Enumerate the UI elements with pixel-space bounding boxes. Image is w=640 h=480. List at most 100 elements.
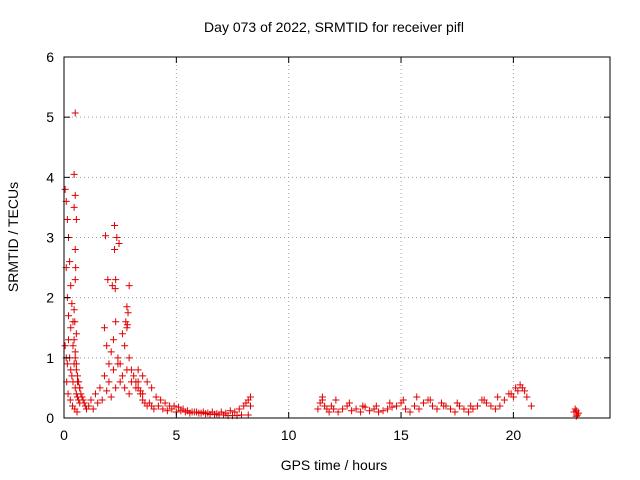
data-point (496, 402, 504, 410)
data-point (71, 348, 79, 356)
data-point (231, 408, 239, 416)
data-point (72, 215, 80, 223)
data-point (105, 378, 113, 386)
data-point (113, 234, 121, 241)
data-point (73, 378, 81, 386)
x-tick-label: 0 (60, 427, 68, 443)
data-point (193, 408, 201, 416)
axis-ticks: 0 1 2 3 4 5 6 0 5 10 15 20 (46, 49, 610, 443)
data-point (76, 384, 84, 392)
data-point (71, 246, 79, 254)
data-point (63, 360, 71, 368)
data-point (63, 215, 71, 223)
data-point (246, 402, 254, 410)
data-point (64, 336, 72, 344)
data-point (571, 405, 579, 413)
data-point (426, 396, 434, 404)
data-point (386, 399, 394, 407)
y-tick-label: 1 (46, 350, 54, 366)
data-point (75, 396, 83, 404)
data-point (87, 396, 95, 404)
data-point (197, 409, 205, 417)
data-point (112, 318, 120, 326)
data-point (334, 408, 342, 416)
data-point (100, 324, 108, 332)
data-point (103, 387, 111, 395)
data-point (134, 366, 142, 374)
data-point (512, 384, 520, 392)
data-point (573, 411, 581, 419)
data-point (121, 384, 129, 392)
data-point (379, 407, 387, 415)
x-tick-label: 10 (281, 427, 297, 443)
x-tick-label: 20 (506, 427, 522, 443)
data-point (339, 405, 347, 413)
data-point (348, 407, 356, 415)
data-point (89, 405, 97, 413)
data-point (411, 402, 419, 410)
data-point (159, 405, 167, 413)
data-point (330, 405, 338, 413)
data-point (246, 393, 254, 401)
data-point (345, 399, 353, 407)
data-point (70, 203, 78, 211)
data-point (118, 330, 126, 338)
data-point (413, 393, 421, 401)
data-point (109, 366, 117, 374)
data-point (467, 402, 475, 410)
data-point (175, 403, 183, 411)
data-point (521, 387, 529, 395)
data-point (111, 221, 119, 229)
data-point (108, 282, 116, 290)
data-point (94, 399, 102, 407)
data-point (111, 246, 119, 254)
data-point (125, 354, 133, 362)
data-point (238, 411, 246, 419)
data-point (121, 342, 129, 350)
data-point (220, 411, 228, 419)
data-point (73, 408, 81, 416)
data-point (464, 408, 472, 416)
data-point (325, 408, 333, 416)
y-tick-label: 5 (46, 109, 54, 125)
data-point (318, 393, 326, 401)
data-point (500, 396, 508, 404)
data-point (415, 405, 423, 413)
data-point (202, 410, 210, 418)
y-axis-label: SRMTID / TECUs (5, 182, 21, 292)
data-point (235, 405, 243, 413)
data-point (393, 402, 401, 410)
data-point (68, 372, 76, 380)
data-point (105, 360, 113, 368)
x-tick-label: 5 (172, 427, 180, 443)
data-point (85, 402, 93, 410)
data-point (428, 402, 436, 410)
data-point (440, 402, 448, 410)
data-point (70, 360, 78, 368)
data-point (446, 405, 454, 413)
data-point (132, 384, 140, 392)
data-point (76, 399, 84, 407)
data-point (70, 170, 78, 178)
data-point (170, 402, 178, 410)
data-point (184, 407, 192, 415)
data-point (487, 402, 495, 410)
data-point (161, 399, 169, 407)
y-tick-label: 4 (46, 169, 54, 185)
y-tick-label: 6 (46, 49, 54, 65)
data-point (375, 408, 383, 416)
data-point (67, 282, 75, 290)
data-point (226, 407, 234, 415)
data-point (211, 410, 219, 418)
data-point (406, 408, 414, 416)
data-point (359, 402, 367, 410)
data-point (314, 405, 322, 413)
data-point (372, 402, 380, 410)
data-point (491, 405, 499, 413)
data-point (244, 411, 252, 419)
data-point (179, 405, 187, 413)
data-point (143, 378, 151, 386)
data-point (453, 399, 461, 407)
data-point (136, 390, 144, 398)
